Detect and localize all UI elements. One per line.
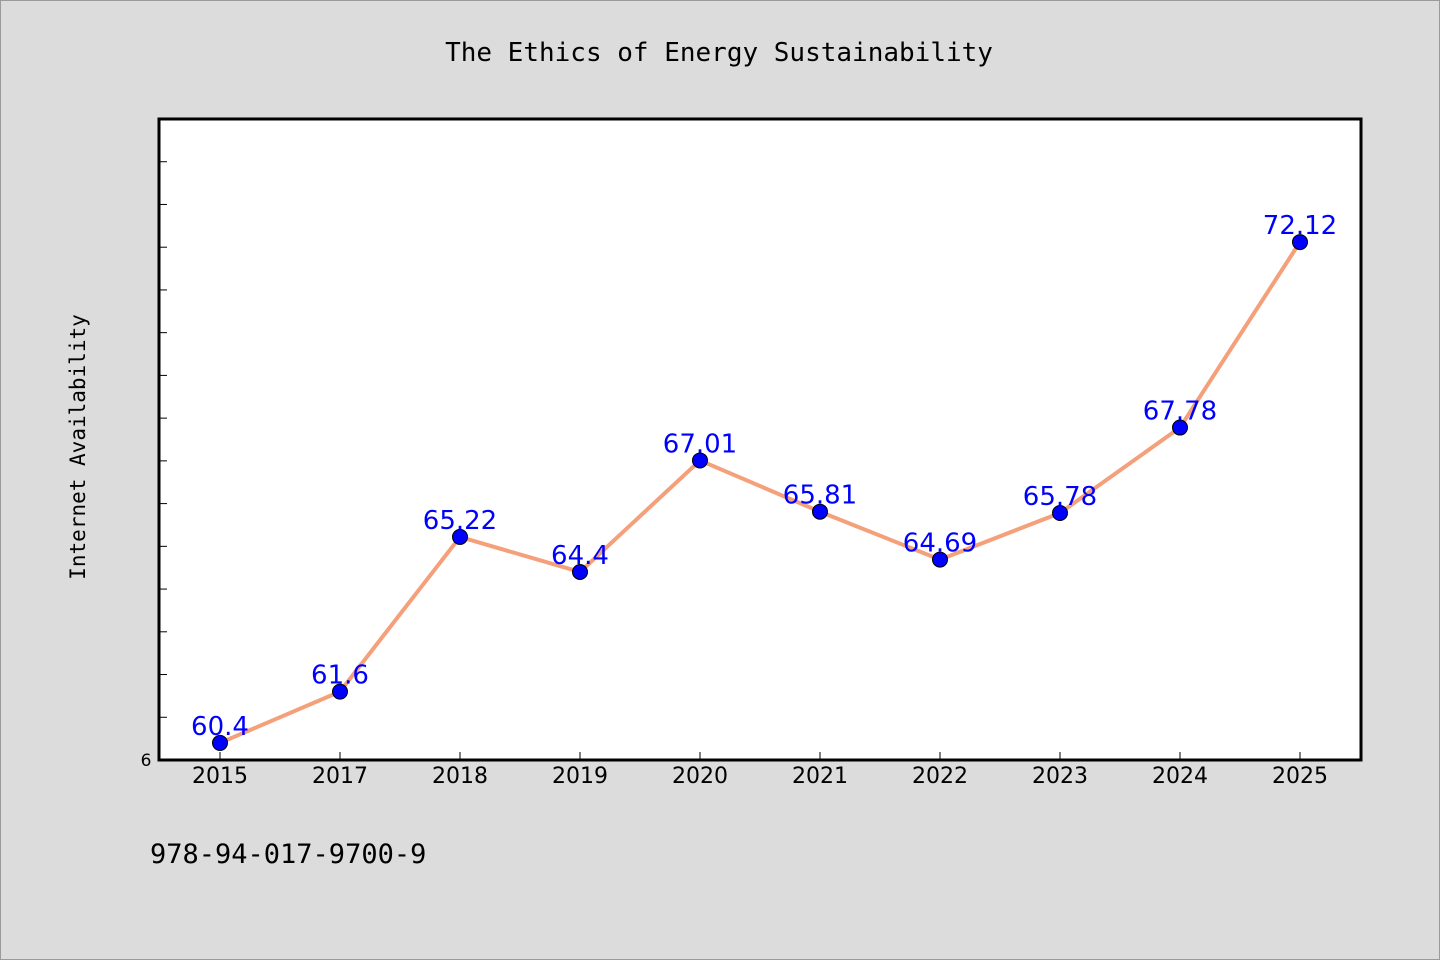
y-axis-label: Internet Availability: [66, 314, 90, 580]
data-point: [452, 528, 468, 545]
series-layer: 60.4 61.6 65.22 64.4 67.01 65.81 64.69 65.78 67.…: [191, 211, 1337, 751]
data-point: [812, 503, 828, 520]
x-tick-label: 2022: [912, 764, 968, 789]
isbn-footer: 978-94-017-9700-9: [150, 839, 426, 870]
x-tick-label: 2020: [672, 764, 728, 789]
data-point: [1052, 505, 1068, 522]
data-label: 64.4: [551, 541, 609, 571]
data-label: 65.78: [1023, 482, 1097, 512]
x-tick-label: 2017: [312, 764, 368, 789]
data-point: [332, 683, 348, 700]
series-line: [218, 240, 1302, 745]
x-tick-label: 2019: [552, 764, 608, 789]
data-point: [692, 452, 708, 469]
data-label: 61.6: [311, 661, 369, 691]
x-tick-label: 2023: [1032, 764, 1088, 789]
data-point: [932, 551, 948, 568]
data-point: [1292, 234, 1308, 251]
chart-title: The Ethics of Energy Sustainability: [445, 38, 993, 68]
y-axis-ticks: 6: [141, 161, 167, 771]
x-tick-label: 2025: [1272, 764, 1328, 789]
data-label: 65.81: [783, 481, 857, 511]
data-label: 64.69: [903, 529, 977, 559]
data-label: 67.01: [663, 429, 737, 459]
data-label: 65.22: [423, 506, 497, 536]
data-point: [1172, 419, 1188, 436]
x-tick-label: 2018: [432, 764, 488, 789]
x-axis-ticks: 2015 2017 2018 2019 2020 2021 2022 2023 2024 2025: [192, 752, 1328, 789]
data-point: [572, 563, 588, 580]
x-tick-label: 2015: [192, 764, 248, 789]
y-tick-label: 6: [141, 751, 152, 771]
x-tick-label: 2021: [792, 764, 848, 789]
data-label: 67.78: [1143, 397, 1217, 427]
data-point: [212, 734, 228, 751]
data-label: 60.4: [191, 712, 249, 742]
data-label: 72.12: [1263, 211, 1337, 241]
x-tick-label: 2024: [1152, 764, 1208, 789]
